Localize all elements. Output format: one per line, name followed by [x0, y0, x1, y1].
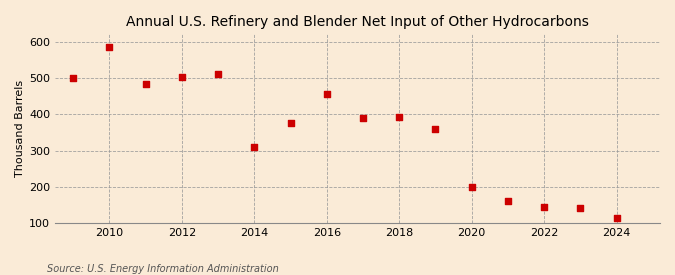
Point: [249, 145, 260, 149]
Point: [502, 199, 513, 204]
Text: Source: U.S. Energy Information Administration: Source: U.S. Energy Information Administ…: [47, 264, 279, 274]
Point: [285, 121, 296, 125]
Point: [466, 185, 477, 189]
Point: [321, 92, 332, 97]
Point: [140, 82, 151, 86]
Point: [575, 205, 586, 210]
Point: [177, 75, 188, 79]
Title: Annual U.S. Refinery and Blender Net Input of Other Hydrocarbons: Annual U.S. Refinery and Blender Net Inp…: [126, 15, 589, 29]
Point: [358, 116, 369, 120]
Point: [213, 72, 223, 76]
Point: [68, 76, 79, 80]
Point: [539, 205, 549, 209]
Point: [430, 126, 441, 131]
Point: [611, 216, 622, 221]
Point: [394, 115, 404, 119]
Y-axis label: Thousand Barrels: Thousand Barrels: [15, 80, 25, 177]
Point: [104, 45, 115, 49]
